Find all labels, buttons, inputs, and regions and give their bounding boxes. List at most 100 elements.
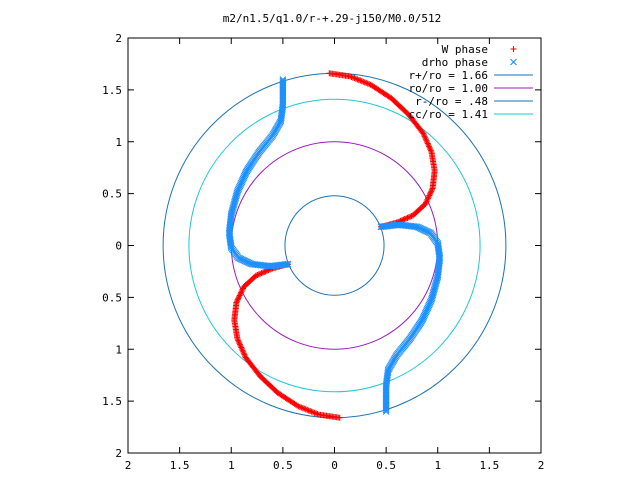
w-phase-point [233, 299, 240, 306]
y-tick-label: 1.5 [102, 395, 122, 408]
w-phase-point [424, 140, 431, 147]
phase-markers [225, 70, 444, 421]
x-tick-label: 1.5 [479, 459, 499, 472]
y-tick-label: 1 [115, 136, 122, 149]
w-phase-point [427, 147, 434, 154]
w-phase-point [238, 345, 245, 352]
w-phase-point [234, 298, 241, 305]
y-tick-label: 2 [115, 32, 122, 45]
w-phase-point [426, 144, 433, 151]
y-tick-label: 0.5 [102, 188, 122, 201]
w-phase-point [261, 268, 268, 275]
y-tick-label: 2 [115, 447, 122, 460]
drho-phase-point [382, 408, 390, 415]
x-tick-label: 0 [331, 459, 338, 472]
w-phase-point [425, 193, 432, 200]
w-phase-point [424, 196, 431, 203]
w-phase-point [242, 353, 249, 360]
reference-circle [162, 72, 507, 419]
w-phase-point [409, 212, 416, 219]
legend-label: r+/ro = 1.66 [409, 69, 488, 82]
w-phase-point [426, 191, 433, 198]
legend-label: ro/ro = 1.00 [409, 82, 488, 95]
w-phase-point [238, 344, 245, 351]
w-phase-point [235, 338, 242, 345]
w-phase-point [405, 214, 412, 221]
reference-circle [284, 195, 385, 296]
legend-label: r-/ro = .48 [415, 95, 488, 108]
w-phase-point [425, 141, 432, 148]
w-phase-point [235, 295, 242, 302]
reference-circle [188, 98, 481, 393]
drho-phase-point [382, 406, 390, 414]
w-phase-point [428, 188, 435, 195]
w-phase-point [237, 291, 244, 298]
y-tick-label: 0 [115, 240, 122, 253]
drho-phase-point [382, 405, 390, 412]
reference-circle [230, 141, 439, 350]
w-phase-point [423, 198, 430, 205]
w-phase-point [426, 143, 433, 150]
w-phase-point [510, 46, 517, 52]
w-phase-point [239, 286, 246, 293]
w-phase-point [254, 271, 261, 278]
w-phase-point [421, 133, 428, 140]
w-phase-point [426, 192, 433, 199]
x-tick-label: 1.5 [170, 459, 190, 472]
w-phase-point [400, 216, 407, 223]
w-phase-point [424, 195, 431, 202]
y-tick-label: 1 [115, 343, 122, 356]
w-phase-point [255, 271, 262, 278]
w-phase-point [238, 288, 245, 295]
x-tick-label: 1 [434, 459, 441, 472]
w-phase-point [236, 293, 243, 300]
x-tick-label: 0.5 [273, 459, 293, 472]
w-phase-point [258, 270, 265, 277]
w-phase-point [242, 354, 249, 361]
y-tick-label: 0.5 [102, 291, 122, 304]
w-phase-point [237, 343, 244, 350]
chart-title: m2/n1.5/q1.0/r-+.29-j150/M0.0/512 [223, 12, 442, 25]
w-phase-point [401, 216, 408, 223]
w-phase-point [404, 214, 411, 221]
w-phase-point [428, 186, 435, 193]
w-phase-point [236, 341, 243, 348]
y-tick-label: 1.5 [102, 84, 122, 97]
w-phase-point [403, 215, 410, 222]
w-phase-point [427, 146, 434, 153]
axis-ticks: 2 1.5 1 0.5 0 0.5 1 1.5 221.510.500.511.52 [102, 32, 544, 472]
legend-label: cc/ro = 1.41 [409, 108, 488, 121]
legend-label: drho phase [422, 56, 488, 69]
series-drho-phase [225, 76, 444, 415]
w-phase-point [240, 348, 247, 355]
drho-phase-point [279, 79, 287, 86]
w-phase-point [424, 139, 431, 146]
x-tick-label: 0.5 [376, 459, 396, 472]
w-phase-point [429, 185, 436, 192]
w-phase-point [423, 137, 430, 144]
x-tick-label: 2 [538, 459, 545, 472]
w-phase-point [422, 136, 429, 143]
x-tick-label: 1 [228, 459, 235, 472]
w-phase-point [262, 268, 269, 275]
w-phase-point [253, 272, 260, 279]
x-tick-label: 2 [125, 459, 132, 472]
w-phase-point [422, 134, 429, 141]
w-phase-point [234, 296, 241, 303]
w-phase-point [407, 213, 414, 220]
legend-label: W phase [442, 43, 488, 56]
w-phase-point [259, 269, 266, 276]
w-phase-point [236, 292, 243, 299]
w-phase-point [240, 350, 247, 357]
w-phase-point [420, 131, 427, 138]
w-phase-point [235, 337, 242, 344]
w-phase-point [427, 189, 434, 196]
w-phase-point [236, 340, 243, 347]
drho-phase-point [279, 76, 287, 83]
w-phase-point [257, 270, 264, 277]
reference-circles [162, 72, 507, 419]
w-phase-point [420, 130, 427, 137]
w-phase-point [408, 213, 415, 220]
